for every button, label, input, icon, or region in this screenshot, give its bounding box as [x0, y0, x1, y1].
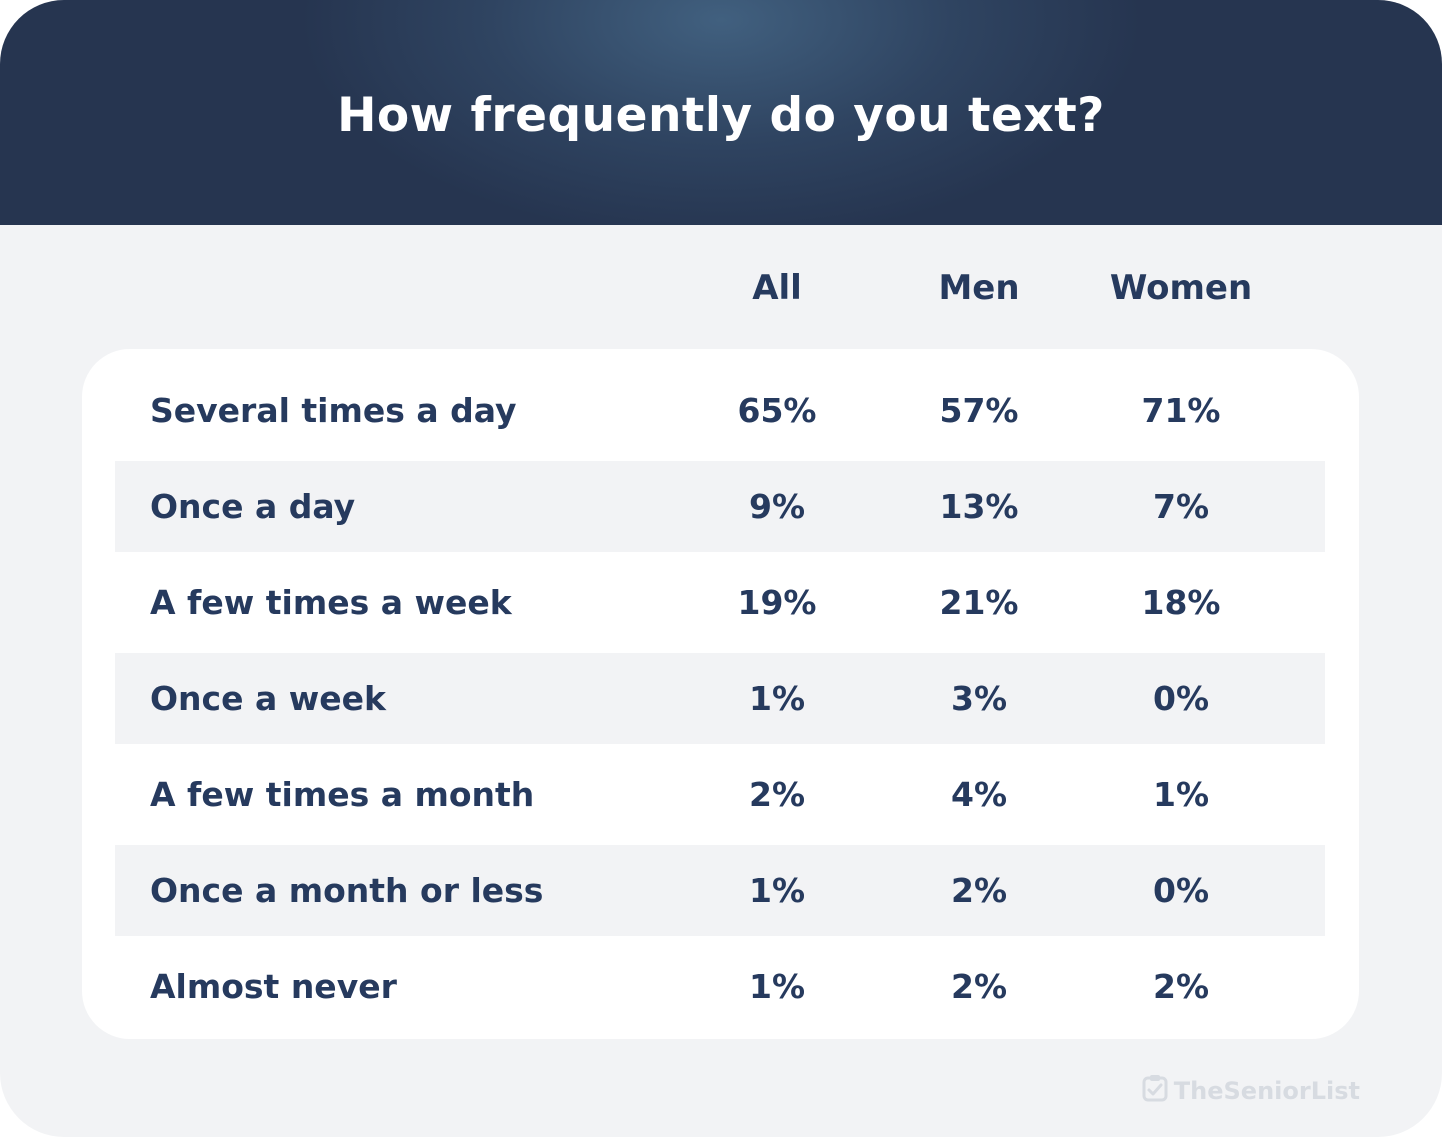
column-header-women: Women — [1109, 268, 1253, 308]
table-row: A few times a month 2% 4% 1% — [115, 749, 1325, 840]
value-cell-women: 0% — [1152, 679, 1210, 718]
value-cell-all: 2% — [748, 775, 806, 814]
value-cell-men: 2% — [950, 871, 1008, 910]
column-header-all: All — [752, 268, 802, 308]
value-cell-all: 19% — [737, 583, 817, 622]
table-row: A few times a week 19% 21% 18% — [115, 557, 1325, 648]
value-cell-men: 57% — [939, 391, 1019, 430]
column-header-men: Men — [938, 268, 1020, 308]
header-banner: How frequently do you text? — [0, 0, 1442, 225]
value-cell-all: 65% — [737, 391, 817, 430]
row-label: A few times a week — [150, 583, 512, 622]
chart-title: How frequently do you text? — [337, 88, 1105, 143]
value-cell-men: 3% — [950, 679, 1008, 718]
value-cell-men: 13% — [939, 487, 1019, 526]
value-cell-women: 1% — [1152, 775, 1210, 814]
value-cell-women: 2% — [1152, 967, 1210, 1006]
row-label: Once a day — [150, 487, 356, 526]
value-cell-men: 4% — [950, 775, 1008, 814]
table-row: Once a week 1% 3% 0% — [115, 653, 1325, 744]
table-row: Once a day 9% 13% 7% — [115, 461, 1325, 552]
row-label: Once a month or less — [150, 871, 544, 910]
value-cell-men: 21% — [939, 583, 1019, 622]
row-label: Almost never — [150, 967, 397, 1006]
row-label: A few times a month — [150, 775, 535, 814]
table-row: Almost never 1% 2% 2% — [115, 941, 1325, 1032]
brand-name: TheSeniorList — [1173, 1077, 1360, 1105]
value-cell-men: 2% — [950, 967, 1008, 1006]
value-cell-women: 0% — [1152, 871, 1210, 910]
clipboard-check-icon — [1142, 1074, 1168, 1108]
row-label: Several times a day — [150, 391, 517, 430]
value-cell-all: 1% — [748, 679, 806, 718]
value-cell-all: 1% — [748, 967, 806, 1006]
value-cell-women: 18% — [1141, 583, 1221, 622]
value-cell-women: 7% — [1152, 487, 1210, 526]
value-cell-all: 1% — [748, 871, 806, 910]
value-cell-women: 71% — [1141, 391, 1221, 430]
brand-logo: TheSeniorList — [1142, 1074, 1360, 1108]
table-row: Once a month or less 1% 2% 0% — [115, 845, 1325, 936]
value-cell-all: 9% — [748, 487, 806, 526]
row-label: Once a week — [150, 679, 386, 718]
table-row: Several times a day 65% 57% 71% — [115, 365, 1325, 456]
